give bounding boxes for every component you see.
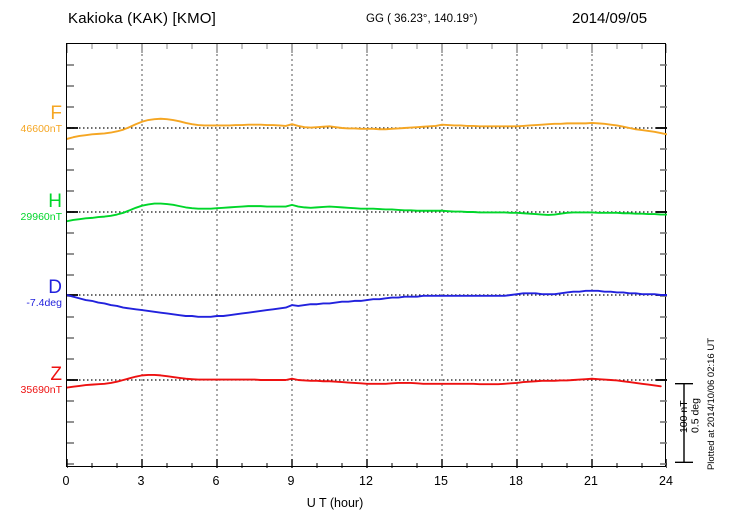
trace-d bbox=[67, 289, 667, 318]
x-axis-label-wrap: U T (hour) bbox=[0, 496, 730, 510]
scale-deg: 0.5 deg bbox=[689, 398, 702, 434]
x-tick-0: 0 bbox=[62, 474, 70, 488]
component-label-d: D -7.4deg bbox=[0, 278, 62, 310]
trace-h bbox=[67, 202, 667, 223]
component-symbol-d: D bbox=[48, 277, 62, 298]
magnetogram-plot bbox=[66, 43, 667, 468]
trace-f bbox=[67, 117, 667, 140]
component-baseline-d: -7.4deg bbox=[26, 297, 62, 309]
scale-nt: 100 nT bbox=[678, 400, 690, 434]
x-tick-6: 6 bbox=[212, 474, 220, 488]
plot-canvas bbox=[67, 44, 667, 468]
component-symbol-h: H bbox=[48, 191, 62, 212]
component-baseline-h: 29960nT bbox=[20, 211, 62, 223]
page-title: Kakioka (KAK) [KMO] bbox=[68, 10, 217, 27]
x-tick-9: 9 bbox=[287, 474, 295, 488]
x-tick-24: 24 bbox=[659, 474, 673, 488]
component-label-z: Z 35690nT bbox=[0, 365, 62, 397]
x-tick-15: 15 bbox=[434, 474, 448, 488]
component-label-f: F 46600nT bbox=[0, 104, 62, 136]
component-label-h: H 29960nT bbox=[0, 192, 62, 224]
geographic-coordinates: GG ( 36.23°, 140.19°) bbox=[366, 13, 478, 25]
scale-bar-caption: 100 nT 0.5 deg bbox=[678, 398, 702, 434]
scale-bar bbox=[675, 383, 693, 463]
observation-date: 2014/09/05 bbox=[572, 10, 648, 27]
x-tick-21: 21 bbox=[584, 474, 598, 488]
x-tick-12: 12 bbox=[359, 474, 373, 488]
component-symbol-z: Z bbox=[50, 364, 62, 385]
x-tick-3: 3 bbox=[137, 474, 145, 488]
component-baseline-z: 35690nT bbox=[20, 384, 62, 396]
component-baseline-f: 46600nT bbox=[20, 123, 62, 135]
component-symbol-f: F bbox=[50, 103, 62, 124]
x-axis-label: U T (hour) bbox=[306, 496, 364, 510]
x-tick-18: 18 bbox=[509, 474, 523, 488]
plotted-timestamp: Plotted at 2014/10/06 02:16 UT bbox=[706, 338, 717, 471]
trace-z bbox=[67, 374, 662, 389]
